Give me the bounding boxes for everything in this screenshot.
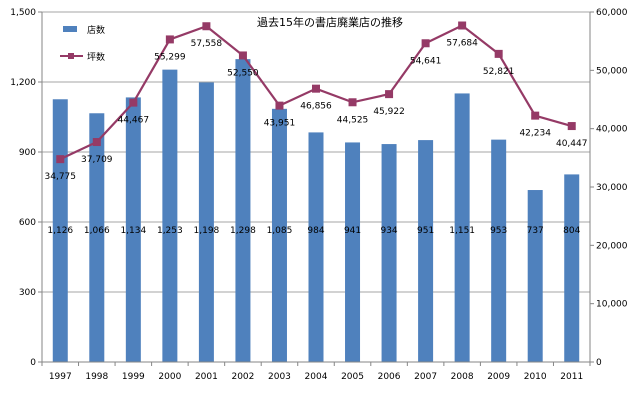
x-tick-label-2006: 2006 [378,372,401,382]
x-tick-label-2000: 2000 [158,372,181,382]
legend-line-label: 坪数 [87,51,105,63]
legend-line-marker [68,53,74,59]
y-right-tick-label-3: 30,000 [596,183,628,193]
x-tick-label-2001: 2001 [195,372,218,382]
line-point-2011 [567,122,576,131]
line-point-2007 [421,39,430,48]
data-labels: 1,126 1,066 1,134 1,253 1,198 1,298 1,085 984 94… [45,39,588,236]
line-label-2009: 52,821 [483,67,515,77]
bar-label-1997: 1,126 [47,226,73,236]
x-tick-label-2005: 2005 [341,372,364,382]
line-label-2006: 45,922 [373,107,405,117]
line-point-2006 [385,90,394,99]
y-right-tick-label-1: 10,000 [596,300,628,310]
bar-2002 [235,59,251,363]
x-tick-label-2009: 2009 [487,372,510,382]
x-tick-label-2007: 2007 [414,372,437,382]
line-point-2010 [531,111,540,120]
line-point-2001 [202,22,211,31]
line-point-2000 [165,35,174,44]
bar-label-2004: 984 [307,226,324,236]
line-point-1997 [56,155,65,164]
line-label-2011: 40,447 [556,139,588,149]
bar-series [52,59,580,363]
bar-label-1999: 1,134 [120,226,146,236]
y-right-tick-label-2: 20,000 [596,241,628,251]
bar-2006 [381,144,397,362]
x-tick-label-1997: 1997 [49,372,72,382]
bar-2004 [308,132,324,362]
y-right-tick-label-0: 0 [596,358,602,368]
line-label-2003: 43,951 [264,119,296,129]
bar-label-1998: 1,066 [84,226,110,236]
bar-2008 [454,93,470,362]
line-label-2007: 54,641 [410,56,442,66]
y-left-tick-label-3: 900 [19,148,36,158]
y-left-tick-label-2: 600 [19,218,36,228]
line-point-2005 [348,98,357,107]
bar-2007 [418,140,434,362]
line-point-2003 [275,101,284,110]
bar-label-2000: 1,253 [157,226,183,236]
y-left-tick-label-4: 1,200 [10,78,36,88]
line-point-1999 [129,98,138,107]
bar-2010 [527,190,543,362]
line-label-2000: 55,299 [154,52,186,62]
bar-2003 [271,108,287,362]
x-tick-label-1999: 1999 [122,372,145,382]
x-tick-label-2008: 2008 [451,372,474,382]
bar-label-2002: 1,298 [230,226,256,236]
line-label-2010: 42,234 [519,129,551,139]
bar-label-2010: 737 [527,226,544,236]
y-left-tick-label-5: 1,500 [10,8,36,18]
line-point-1998 [92,138,101,147]
bar-2011 [564,174,580,362]
line-label-1998: 37,709 [81,155,113,165]
bar-label-2011: 804 [563,226,580,236]
line-series [56,21,576,164]
bar-1998 [89,113,105,363]
line-label-1997: 34,775 [45,172,77,182]
y-right-tick-label-5: 50,000 [596,66,628,76]
legend-bar-label: 店数 [87,24,105,36]
line-label-2001: 57,558 [191,39,223,49]
bar-label-2005: 941 [344,226,361,236]
line-label-2004: 46,856 [300,102,332,112]
x-tick-label-2011: 2011 [560,372,583,382]
bar-label-2008: 1,151 [449,226,475,236]
y-left-tick-label-1: 300 [19,288,36,298]
line-point-2009 [494,49,503,58]
bar-2005 [345,142,361,362]
legend: 店数 坪数 [60,24,105,63]
y-right-tick-label-4: 40,000 [596,125,628,135]
bar-label-2006: 934 [380,226,397,236]
bar-label-2003: 1,085 [267,226,293,236]
x-tick-label-1998: 1998 [85,372,108,382]
bar-2001 [198,82,214,362]
y-left-tick-label-0: 0 [30,358,36,368]
chart-title: 過去15年の書店廃業店の推移 [257,15,403,29]
x-tick-label-2002: 2002 [231,372,254,382]
line-point-2004 [312,84,320,93]
bar-label-2009: 953 [490,226,507,236]
x-tick-label-2003: 2003 [268,372,291,382]
axes: 0 300 600 900 1,200 1,500 0 10,000 20,000 30,000 4… [10,8,628,382]
bar-label-2001: 1,198 [194,226,220,236]
line-point-2002 [238,51,247,60]
x-tick-label-2010: 2010 [524,372,547,382]
bar-2009 [491,139,507,362]
line-label-2005: 44,525 [337,115,369,125]
line-label-2008: 57,684 [446,39,478,49]
bar-2000 [162,69,178,362]
line-label-2002: 52,550 [227,68,259,78]
legend-bar-swatch [63,26,77,32]
bar-1999 [125,97,141,363]
line-point-2008 [458,21,467,30]
line-label-1999: 44,467 [118,116,150,126]
y-right-tick-label-6: 60,000 [596,8,628,18]
x-tick-label-2004: 2004 [305,372,328,382]
bar-1997 [52,99,68,363]
bar-label-2007: 951 [417,226,434,236]
